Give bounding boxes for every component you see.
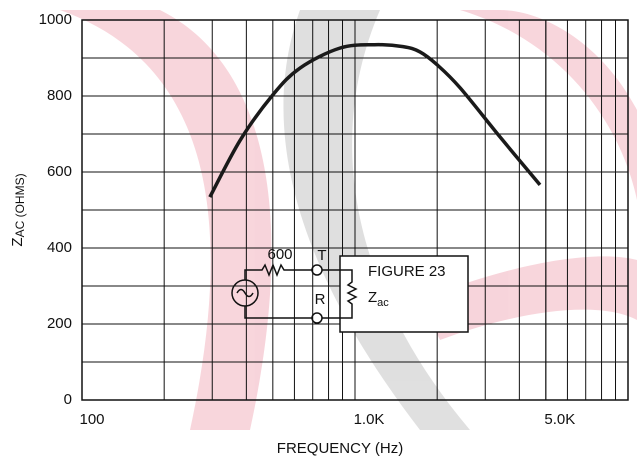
y-tick-label: 1000 <box>39 11 72 28</box>
ring-label: R <box>315 291 326 308</box>
x-tick-label: 5.0K <box>544 411 575 428</box>
y-tick-label: 400 <box>47 239 72 256</box>
impedance-symbol: Z <box>368 289 377 306</box>
inset-circuit: 600 T R FIGURE 23 Zac <box>231 246 469 333</box>
y-label-rest: AC (OHMS) <box>13 173 27 237</box>
y-label-symbol: Z <box>9 237 26 246</box>
watermark <box>60 10 637 430</box>
y-tick-label: 600 <box>47 163 72 180</box>
data-line <box>208 42 542 198</box>
plot: 0 200 400 600 800 1000 100 1.0K 5.0K <box>39 11 576 428</box>
x-tick-label: 100 <box>79 411 104 428</box>
y-tick-label: 200 <box>47 315 72 332</box>
y-tick-label: 800 <box>47 87 72 104</box>
impedance-label: Zac <box>368 289 389 309</box>
x-tick-label: 1.0K <box>354 411 385 428</box>
impedance-subscript: ac <box>377 297 389 309</box>
figure-label: FIGURE 23 <box>368 263 446 280</box>
resistor-label: 600 <box>267 246 292 263</box>
y-axis-label: ZAC (OHMS) <box>9 173 27 246</box>
y-tick-label: 0 <box>64 391 72 408</box>
tip-label: T <box>317 247 326 264</box>
x-axis-label: FREQUENCY (Hz) <box>277 440 403 457</box>
